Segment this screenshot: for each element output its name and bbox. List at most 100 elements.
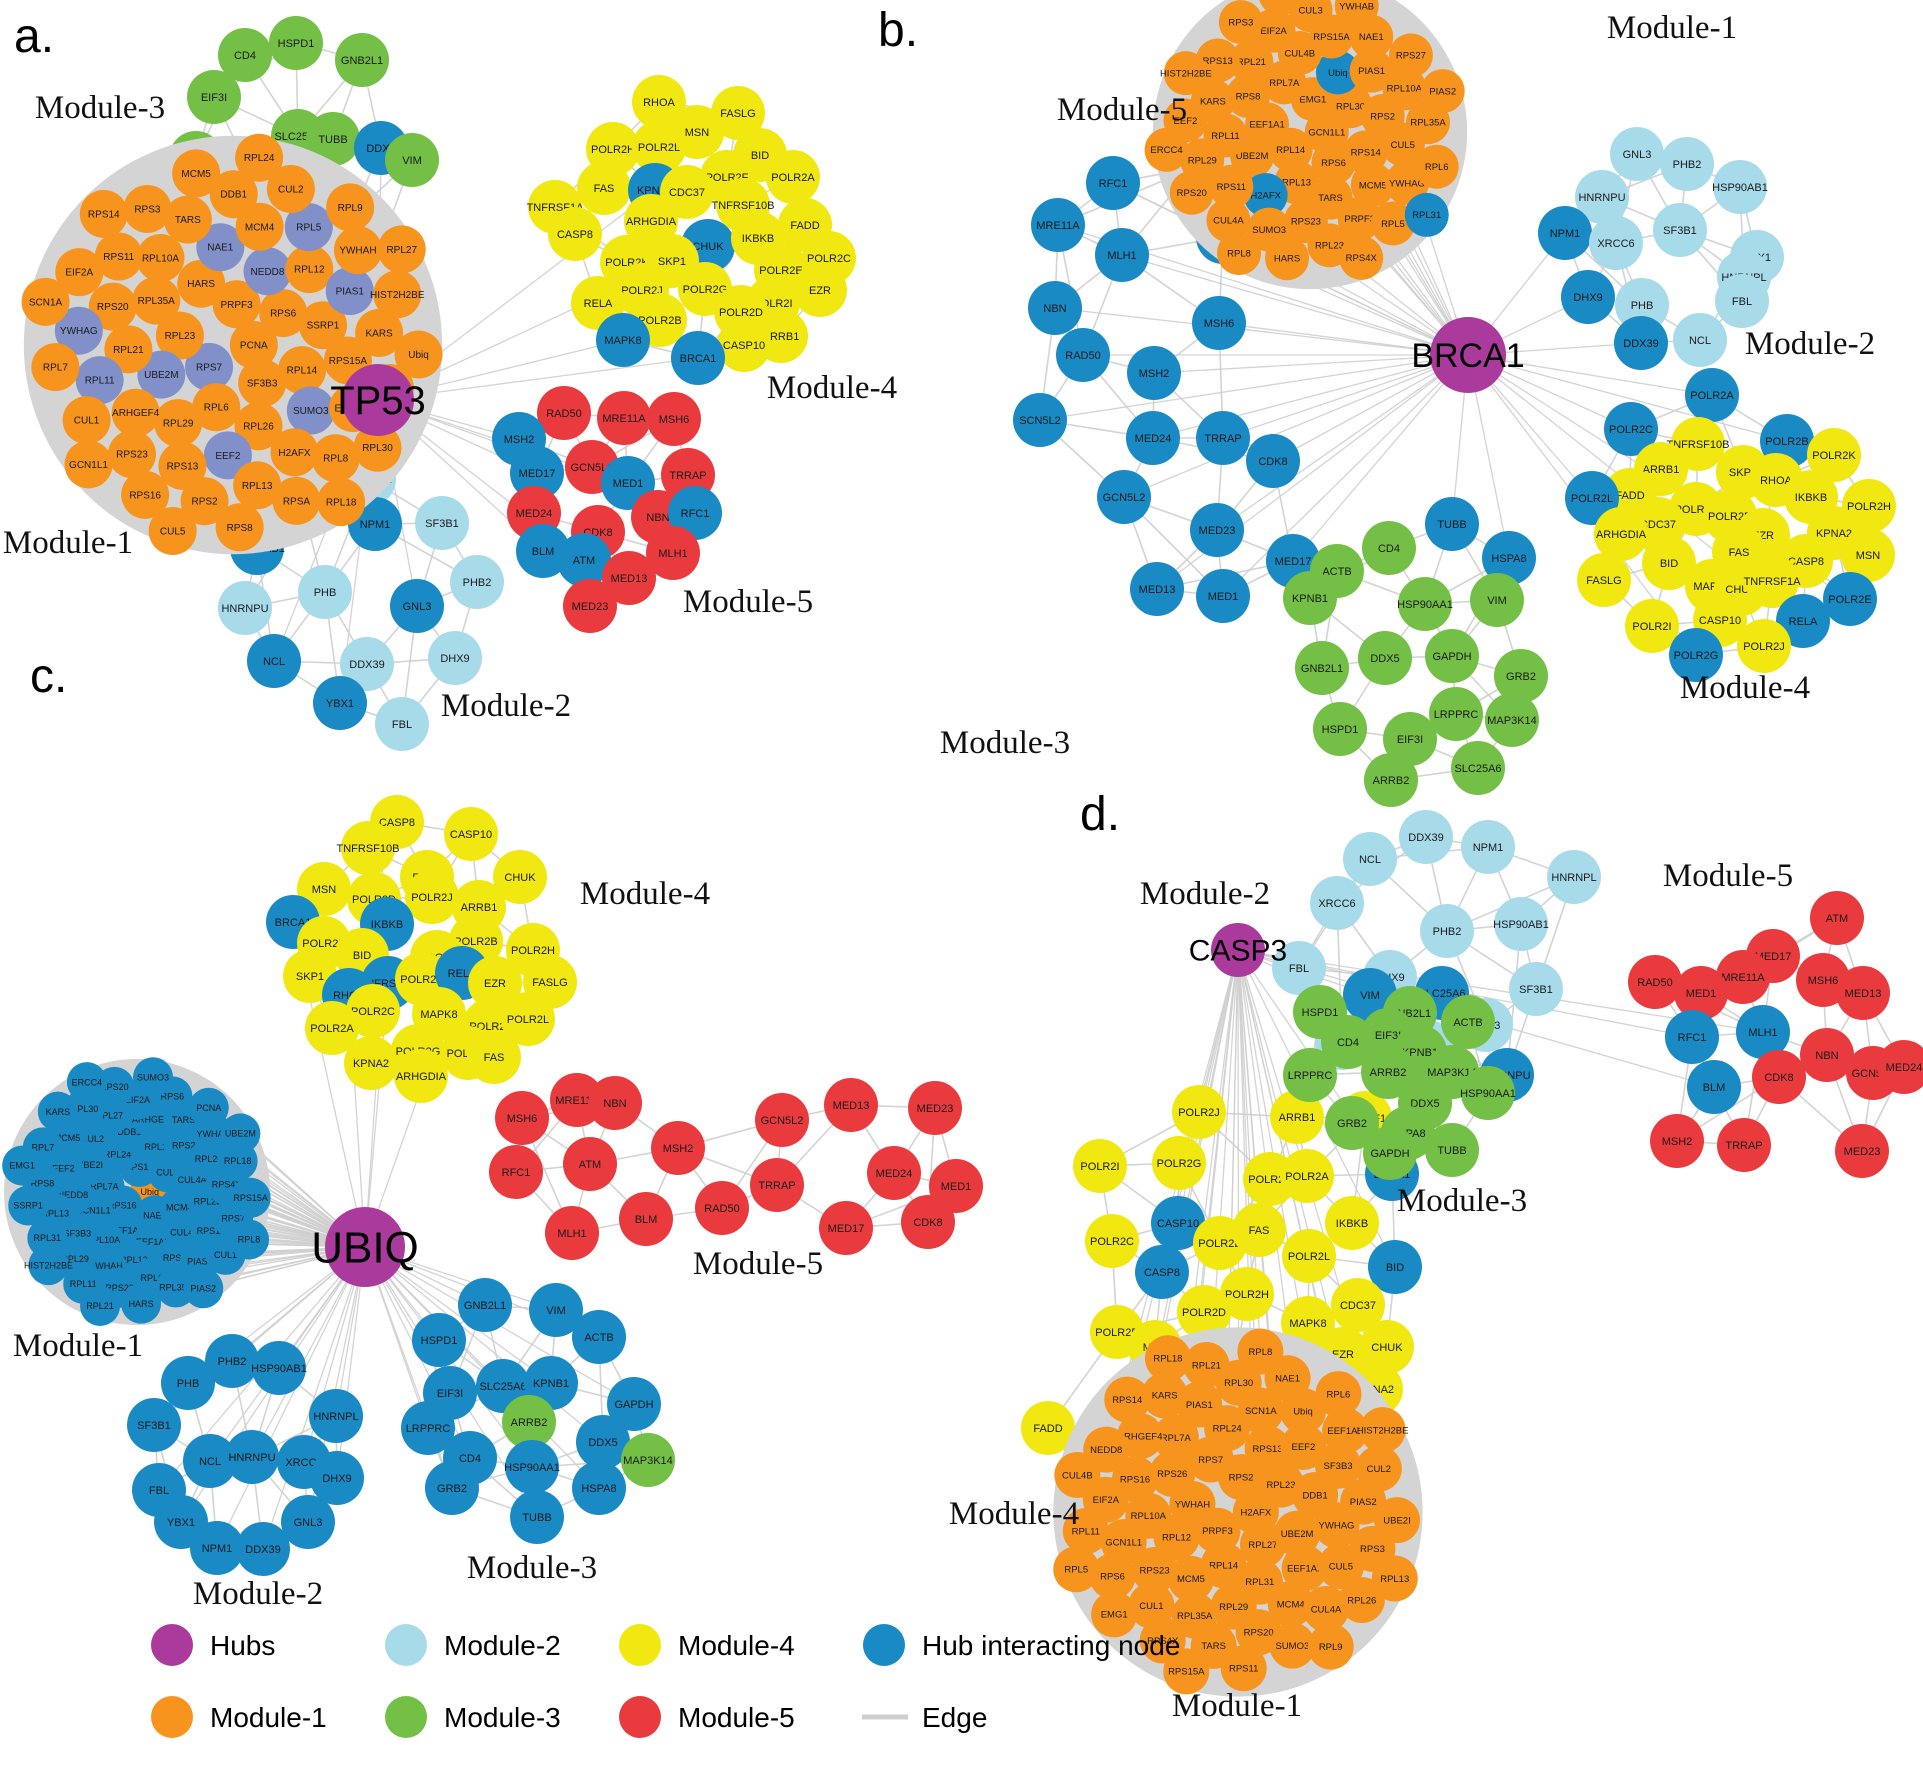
node-RPS6[interactable] — [259, 289, 308, 338]
node-RPS11[interactable] — [1220, 1645, 1267, 1692]
node-ARRB1[interactable] — [1270, 1090, 1324, 1144]
node-MCM4[interactable] — [1267, 1580, 1314, 1627]
node-RPL14[interactable] — [277, 346, 326, 395]
node-SUMO3[interactable] — [133, 1057, 174, 1098]
node-PIAS2[interactable] — [1420, 69, 1465, 114]
node-MRE11A[interactable] — [1031, 198, 1085, 252]
node-DDX39[interactable] — [340, 637, 394, 691]
node-DDX5[interactable] — [1358, 631, 1412, 685]
node-CUL5[interactable] — [148, 506, 197, 555]
node-RPL23[interactable] — [155, 311, 204, 360]
node-HIST2H2BE[interactable] — [1163, 51, 1208, 96]
node-EZR[interactable] — [468, 956, 522, 1010]
node-Ubiq[interactable] — [1315, 50, 1360, 95]
node-ARHGEF4[interactable] — [111, 388, 160, 437]
node-GAPDH[interactable] — [607, 1377, 661, 1431]
node-MLH1[interactable] — [1736, 1005, 1790, 1059]
node-RPS14[interactable] — [1104, 1376, 1151, 1423]
node-RELA[interactable] — [1776, 594, 1830, 648]
node-RAD50[interactable] — [1056, 328, 1110, 382]
node-DDX39[interactable] — [236, 1522, 290, 1576]
node-TUBB[interactable] — [1425, 497, 1479, 551]
node-MAP3K14[interactable] — [621, 1433, 675, 1487]
node-POLR2C[interactable] — [346, 984, 400, 1038]
node-GRB2[interactable] — [1494, 649, 1548, 703]
node-HARS[interactable] — [121, 1283, 162, 1324]
node-RPS13[interactable] — [158, 441, 207, 490]
node-HSPD1[interactable] — [412, 1313, 466, 1367]
node-MCM5[interactable] — [1167, 1555, 1214, 1602]
node-POLR2H[interactable] — [1220, 1267, 1274, 1321]
node-TUBB[interactable] — [1425, 1123, 1479, 1177]
node-H2AFX[interactable] — [1243, 173, 1288, 218]
node-HNRNPU[interactable] — [1575, 170, 1629, 224]
node-RPL8[interactable] — [311, 434, 360, 483]
node-EIF2A[interactable] — [55, 248, 104, 297]
node-POLR2G[interactable] — [1669, 628, 1723, 682]
node-DHX9[interactable] — [428, 631, 482, 685]
node-RPS8[interactable] — [215, 503, 264, 552]
node-MSH6[interactable] — [647, 392, 701, 446]
node-PHB2[interactable] — [1420, 904, 1474, 958]
node-CD4[interactable] — [1362, 521, 1416, 575]
node-RFC1[interactable] — [1665, 1010, 1719, 1064]
node-ARHGDIA[interactable] — [1594, 507, 1648, 561]
node-CUL2[interactable] — [266, 164, 315, 213]
node-MED17[interactable] — [510, 446, 564, 500]
node-EMG1[interactable] — [1091, 1591, 1138, 1638]
node-BRCA1[interactable] — [671, 331, 725, 385]
node-POLR2I[interactable] — [1073, 1139, 1127, 1193]
node-RPL8[interactable] — [229, 1219, 270, 1260]
node-MLH1[interactable] — [1095, 228, 1149, 282]
node-FASLG[interactable] — [1577, 553, 1631, 607]
node-RPL6[interactable] — [1315, 1371, 1362, 1418]
node-FAS[interactable] — [467, 1030, 521, 1084]
node-POLR2J[interactable] — [405, 870, 459, 924]
node-PHB[interactable] — [298, 565, 352, 619]
hub-node-TP53[interactable] — [342, 364, 414, 436]
node-NCL[interactable] — [1343, 832, 1397, 886]
node-SF3B1[interactable] — [1653, 203, 1707, 257]
node-POLR2J[interactable] — [1737, 619, 1791, 673]
node-H2AFX[interactable] — [270, 428, 319, 477]
node-PIAS2[interactable] — [183, 1268, 224, 1309]
node-POLR2L[interactable] — [1282, 1229, 1336, 1283]
node-CDC37[interactable] — [1331, 1278, 1385, 1332]
node-GNB2L1[interactable] — [1295, 641, 1349, 695]
node-POLR2D[interactable] — [1177, 1285, 1231, 1339]
node-RFC1[interactable] — [1086, 156, 1140, 210]
node-GAPDH[interactable] — [1363, 1126, 1417, 1180]
node-RPL13[interactable] — [1371, 1555, 1418, 1602]
node-NBN[interactable] — [1028, 281, 1082, 335]
node-LRPPRC[interactable] — [1429, 687, 1483, 741]
node-ATM[interactable] — [1810, 891, 1864, 945]
node-TNFRSF10B[interactable] — [341, 821, 395, 875]
node-TNFRSF1A[interactable] — [1745, 554, 1799, 608]
node-TUBB[interactable] — [306, 112, 360, 166]
node-MED13[interactable] — [824, 1078, 878, 1132]
node-RPS2[interactable] — [180, 477, 229, 526]
node-CDK8[interactable] — [1246, 434, 1300, 488]
node-RPSA[interactable] — [272, 476, 321, 525]
node-RHOA[interactable] — [632, 75, 686, 129]
node-CASP8[interactable] — [1135, 1245, 1189, 1299]
node-YWHAB[interactable] — [1334, 0, 1379, 28]
node-RPS15A[interactable] — [1163, 1648, 1210, 1695]
node-NCL[interactable] — [247, 634, 301, 688]
node-POLR2G[interactable] — [1152, 1136, 1206, 1190]
node-SF3B1[interactable] — [1509, 962, 1563, 1016]
node-MSH6[interactable] — [495, 1091, 549, 1145]
node-MSH2[interactable] — [1650, 1114, 1704, 1168]
node-BID[interactable] — [1642, 536, 1696, 590]
node-PIAS1[interactable] — [1176, 1381, 1223, 1428]
node-EEF1A2[interactable] — [1281, 1545, 1328, 1592]
node-MED13[interactable] — [1836, 966, 1890, 1020]
node-MCM5[interactable] — [1350, 162, 1395, 207]
node-RFC1[interactable] — [668, 486, 722, 540]
node-GCN1L1[interactable] — [64, 440, 113, 489]
node-POLR2J[interactable] — [1172, 1085, 1226, 1139]
node-RPS15A[interactable] — [230, 1177, 271, 1218]
node-NCL[interactable] — [1673, 313, 1727, 367]
node-POLR2L[interactable] — [1565, 471, 1619, 525]
node-MLH1[interactable] — [545, 1206, 599, 1260]
